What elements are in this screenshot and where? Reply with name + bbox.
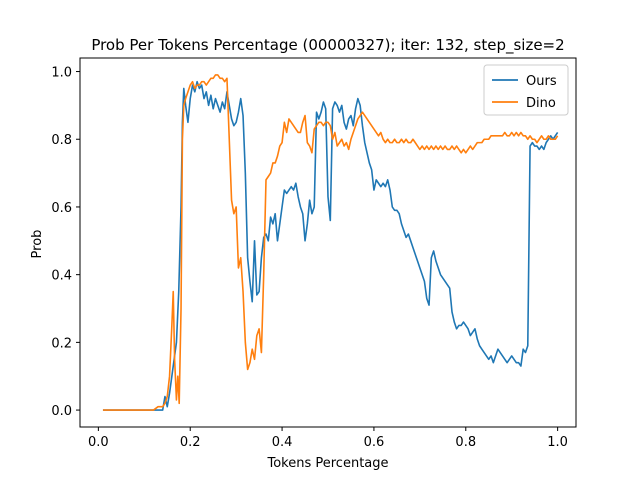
legend-label-dino: Dino [526,96,556,111]
y-tick-label: 0.4 [51,269,72,284]
x-tick-label: 1.0 [547,435,568,450]
series-line-ours [102,80,559,411]
x-tick-label: 0.2 [180,435,201,450]
series-layer [102,74,559,411]
y-axis-label: Prob [30,230,45,259]
y-tick-label: 1.0 [51,66,72,81]
y-tick-label: 0.2 [51,336,72,351]
x-tick-label: 0.4 [272,435,293,450]
y-tick-label: 0.0 [51,404,72,419]
y-tick-label: 0.6 [51,201,72,216]
plot-frame [79,57,577,428]
legend: Ours Dino [483,64,569,116]
y-axis: 0.0 0.2 0.4 0.6 0.8 1.0 [51,66,80,419]
y-tick-label: 0.8 [51,133,72,148]
x-tick-label: 0.8 [455,435,476,450]
chart-title: Prob Per Tokens Percentage (00000327); i… [91,36,564,55]
x-tick-label: 0.6 [364,435,385,450]
x-axis-label: Tokens Percentage [266,456,388,471]
series-line-dino [102,74,559,411]
legend-label-ours: Ours [526,74,557,89]
plot-area [79,57,577,428]
x-tick-label: 0.0 [88,435,109,450]
x-axis: 0.0 0.2 0.4 0.6 0.8 1.0 [88,427,568,450]
